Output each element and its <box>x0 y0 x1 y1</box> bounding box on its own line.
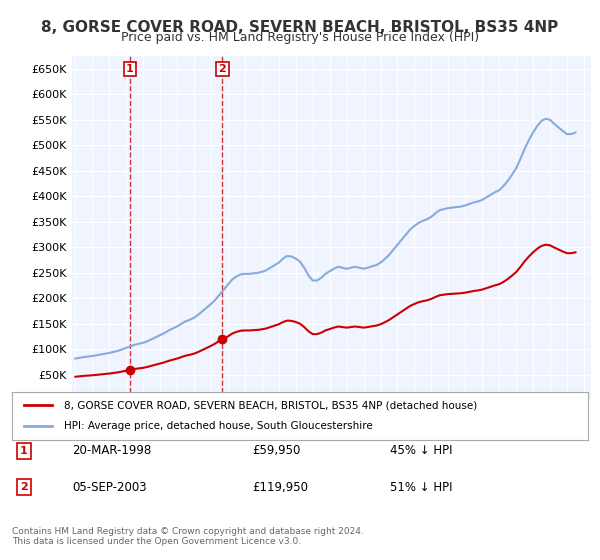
Text: £119,950: £119,950 <box>252 480 308 494</box>
Text: 2: 2 <box>218 64 226 74</box>
Text: 1: 1 <box>126 64 134 74</box>
Text: 1: 1 <box>20 446 28 456</box>
Text: Price paid vs. HM Land Registry's House Price Index (HPI): Price paid vs. HM Land Registry's House … <box>121 31 479 44</box>
Text: Contains HM Land Registry data © Crown copyright and database right 2024.
This d: Contains HM Land Registry data © Crown c… <box>12 526 364 546</box>
Text: 05-SEP-2003: 05-SEP-2003 <box>72 480 146 494</box>
Text: 51% ↓ HPI: 51% ↓ HPI <box>390 480 452 494</box>
Text: 8, GORSE COVER ROAD, SEVERN BEACH, BRISTOL, BS35 4NP: 8, GORSE COVER ROAD, SEVERN BEACH, BRIST… <box>41 20 559 35</box>
Text: 20-MAR-1998: 20-MAR-1998 <box>72 444 151 458</box>
Text: £59,950: £59,950 <box>252 444 301 458</box>
Text: 8, GORSE COVER ROAD, SEVERN BEACH, BRISTOL, BS35 4NP (detached house): 8, GORSE COVER ROAD, SEVERN BEACH, BRIST… <box>64 400 477 410</box>
Text: HPI: Average price, detached house, South Gloucestershire: HPI: Average price, detached house, Sout… <box>64 421 373 431</box>
Text: 2: 2 <box>20 482 28 492</box>
Text: 45% ↓ HPI: 45% ↓ HPI <box>390 444 452 458</box>
